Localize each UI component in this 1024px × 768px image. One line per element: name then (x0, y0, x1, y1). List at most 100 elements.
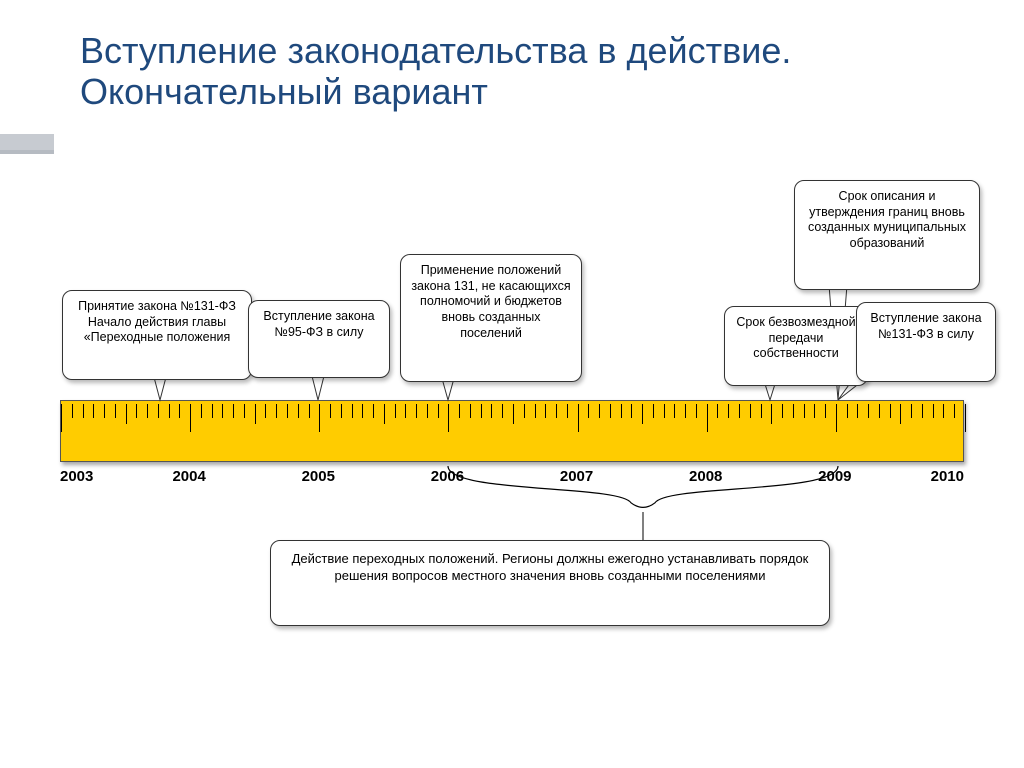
tick-minor (825, 404, 826, 418)
tick-minor (535, 404, 536, 418)
tick-minor (728, 404, 729, 418)
tick-minor (879, 404, 880, 418)
tick-minor (599, 404, 600, 418)
tick-minor (233, 404, 234, 418)
tick-minor (212, 404, 213, 418)
timeline-ruler: 20032004200520062007200820092010 (60, 400, 964, 492)
tick-major (61, 404, 62, 432)
tick-minor (911, 404, 912, 418)
title-area: Вступление законодательства в действие. … (80, 30, 984, 113)
year-label: 2003 (60, 468, 93, 485)
tick-major (319, 404, 320, 432)
tick-minor (244, 404, 245, 418)
callout-c6: Срок описания и утверждения границ вновь… (794, 180, 980, 290)
tick-minor (115, 404, 116, 418)
tick-minor (491, 404, 492, 418)
tick-minor (750, 404, 751, 418)
tick-minor (933, 404, 934, 418)
tick-minor (395, 404, 396, 418)
year-label: 2009 (818, 468, 851, 485)
tick-minor (93, 404, 94, 418)
tick-minor (868, 404, 869, 418)
tick-minor (900, 404, 901, 424)
tick-minor (222, 404, 223, 418)
tick-minor (341, 404, 342, 418)
tick-minor (287, 404, 288, 418)
year-label: 2005 (302, 468, 335, 485)
tick-minor (588, 404, 589, 418)
tick-minor (330, 404, 331, 418)
tick-minor (545, 404, 546, 418)
tick-minor (438, 404, 439, 418)
tick-major (190, 404, 191, 432)
tick-minor (384, 404, 385, 424)
tick-minor (761, 404, 762, 418)
tick-minor (136, 404, 137, 418)
callout-c5: Вступление закона №131-ФЗ в силу (856, 302, 996, 382)
tick-minor (158, 404, 159, 418)
ruler-fill (61, 401, 963, 461)
transition-brace (0, 0, 1024, 768)
year-label: 2007 (560, 468, 593, 485)
tick-minor (685, 404, 686, 418)
tick-minor (373, 404, 374, 418)
tick-minor (276, 404, 277, 418)
accent-bar (0, 134, 54, 154)
tick-minor (857, 404, 858, 418)
tick-minor (717, 404, 718, 418)
callout-c4: Срок безвозмездной передачи собственност… (724, 306, 868, 386)
ruler-body (60, 400, 964, 462)
bottom-note: Действие переходных положений. Регионы д… (270, 540, 830, 626)
tick-minor (309, 404, 310, 418)
tick-minor (255, 404, 256, 424)
callout-c3: Применение положений закона 131, не каса… (400, 254, 582, 382)
tick-minor (201, 404, 202, 418)
tick-minor (567, 404, 568, 418)
tick-minor (847, 404, 848, 418)
tick-minor (922, 404, 923, 418)
year-label: 2004 (172, 468, 205, 485)
tick-minor (502, 404, 503, 418)
tick-minor (524, 404, 525, 418)
year-label: 2010 (931, 468, 964, 485)
tick-major (707, 404, 708, 432)
callout-c2: Вступление закона №95-ФЗ в силу (248, 300, 390, 378)
tick-minor (793, 404, 794, 418)
tick-minor (126, 404, 127, 424)
tick-minor (427, 404, 428, 418)
tick-major (578, 404, 579, 432)
tick-major (448, 404, 449, 432)
tick-minor (804, 404, 805, 418)
tick-minor (179, 404, 180, 418)
tick-minor (513, 404, 514, 424)
year-label: 2008 (689, 468, 722, 485)
tick-minor (459, 404, 460, 418)
tick-minor (416, 404, 417, 418)
tick-minor (890, 404, 891, 418)
callout-c1: Принятие закона №131-ФЗ Начало действия … (62, 290, 252, 380)
tick-minor (265, 404, 266, 418)
tick-minor (771, 404, 772, 424)
tick-major (965, 404, 966, 432)
tick-minor (674, 404, 675, 418)
tick-minor (362, 404, 363, 418)
tick-minor (169, 404, 170, 418)
tick-minor (470, 404, 471, 418)
tick-minor (814, 404, 815, 418)
tick-minor (610, 404, 611, 418)
tick-minor (481, 404, 482, 418)
tick-minor (104, 404, 105, 418)
tick-minor (556, 404, 557, 418)
tick-minor (298, 404, 299, 418)
year-labels: 20032004200520062007200820092010 (60, 462, 964, 492)
tick-minor (621, 404, 622, 418)
tick-minor (954, 404, 955, 418)
callout-tails (0, 0, 1024, 768)
tick-minor (782, 404, 783, 418)
tick-minor (653, 404, 654, 418)
tick-minor (943, 404, 944, 418)
tick-minor (147, 404, 148, 418)
tick-minor (83, 404, 84, 418)
tick-minor (739, 404, 740, 418)
tick-major (836, 404, 837, 432)
